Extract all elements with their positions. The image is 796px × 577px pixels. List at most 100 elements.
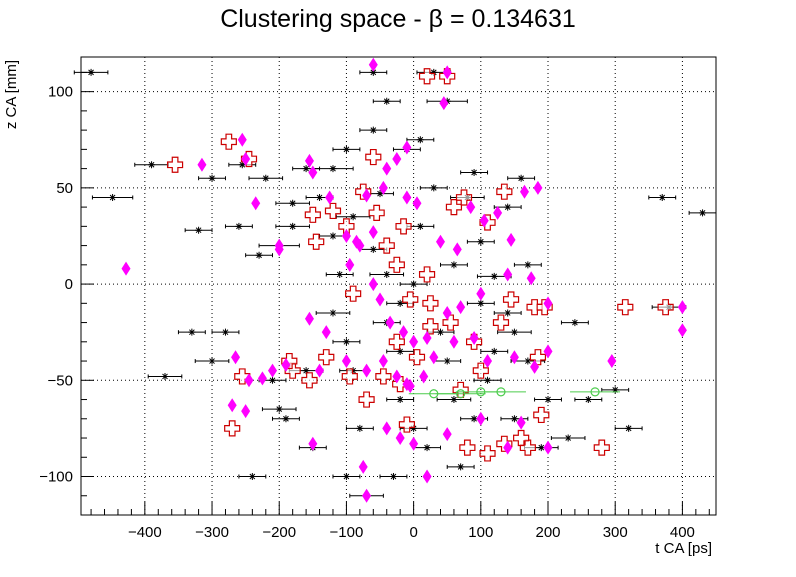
data-point-star xyxy=(109,193,117,201)
data-point-star xyxy=(289,222,297,230)
data-point-star xyxy=(658,193,666,201)
data-point-diamond xyxy=(419,369,429,384)
data-point-cross xyxy=(496,183,513,200)
data-point-diamond xyxy=(268,363,278,378)
data-point-star xyxy=(470,168,478,176)
data-point-star xyxy=(255,251,263,259)
data-point-cross xyxy=(368,204,385,221)
data-point-cross xyxy=(418,68,436,85)
data-point-star xyxy=(336,270,344,278)
data-point-diamond xyxy=(304,311,314,326)
data-point-cross xyxy=(224,420,241,437)
data-point-star xyxy=(329,309,337,317)
data-point-star xyxy=(510,415,518,423)
data-point-diamond xyxy=(392,151,402,166)
data-point-star xyxy=(383,270,391,278)
data-point-diamond xyxy=(526,271,536,286)
data-point-star xyxy=(490,272,498,280)
data-point-diamond xyxy=(251,196,261,211)
data-point-star xyxy=(342,338,350,346)
x-axis-label: t CA [ps] xyxy=(655,540,712,557)
data-point-diamond xyxy=(368,57,378,72)
data-point-diamond xyxy=(308,436,318,451)
data-point-cross xyxy=(593,439,610,456)
data-point-diamond xyxy=(519,184,529,199)
data-point-cross xyxy=(308,233,325,250)
data-point-diamond xyxy=(227,398,237,413)
data-point-star xyxy=(356,424,364,432)
ticks-layer: −400 −300 −200 −100 0 100 200 300 400 −100 −50 0 50 1… xyxy=(39,71,710,541)
data-point-diamond xyxy=(321,325,331,340)
data-point-diamond xyxy=(274,242,284,257)
data-point-cross xyxy=(422,295,439,312)
data-point-diamond xyxy=(422,469,432,484)
data-point-diamond xyxy=(237,132,247,147)
data-point-cross xyxy=(345,285,362,302)
data-point-diamond xyxy=(422,330,432,345)
data-point-diamond xyxy=(466,200,476,215)
data-point-diamond xyxy=(345,257,355,272)
data-point-star xyxy=(342,473,350,481)
x-tick-label: 400 xyxy=(670,524,695,541)
data-point-cross xyxy=(392,376,409,393)
data-point-star xyxy=(376,190,384,198)
data-point-diamond xyxy=(121,261,131,276)
data-point-diamond xyxy=(315,363,325,378)
data-point-diamond xyxy=(378,354,388,369)
data-point-star xyxy=(302,165,310,173)
data-point-cross xyxy=(472,362,489,379)
data-point-cross xyxy=(402,291,419,308)
x-tick-label: −200 xyxy=(262,524,296,541)
data-point-diamond xyxy=(399,325,409,340)
data-point-diamond xyxy=(281,357,291,372)
data-point-cross xyxy=(318,349,335,366)
data-point-cross xyxy=(513,429,530,447)
data-point-diamond xyxy=(197,157,207,172)
data-point-cross xyxy=(281,352,298,370)
data-point-diamond xyxy=(476,411,486,426)
data-point-diamond xyxy=(402,190,412,205)
data-point-diamond xyxy=(362,363,372,378)
data-point-star xyxy=(416,136,424,144)
data-point-diamond xyxy=(543,296,553,311)
data-point-diamond xyxy=(412,196,422,211)
data-point-cross xyxy=(533,406,550,424)
data-point-star xyxy=(450,261,458,269)
data-point-star xyxy=(282,415,290,423)
data-point-cross xyxy=(455,189,473,206)
x-tick-label: 300 xyxy=(603,524,628,541)
data-point-cross xyxy=(324,202,342,220)
data-point-diamond xyxy=(341,228,351,243)
data-point-diamond xyxy=(503,440,513,455)
data-point-cross xyxy=(529,349,547,366)
data-point-diamond xyxy=(677,300,687,315)
data-point-star xyxy=(208,174,216,182)
data-point-diamond xyxy=(429,350,439,365)
data-point-cross xyxy=(388,333,405,350)
data-point-diamond xyxy=(385,315,395,330)
data-point-diamond xyxy=(452,242,462,257)
data-point-star xyxy=(188,328,196,336)
x-tick-label: 100 xyxy=(468,524,493,541)
data-point-cross xyxy=(442,314,459,331)
data-point-star xyxy=(410,280,418,288)
data-point-star xyxy=(430,184,438,192)
data-point-star xyxy=(148,161,156,169)
data-point-cross xyxy=(502,291,520,308)
data-point-cross xyxy=(395,218,412,235)
data-point-diamond xyxy=(456,300,466,315)
data-point-cross xyxy=(408,349,426,366)
data-point-diamond xyxy=(533,180,543,195)
data-point-star xyxy=(238,161,246,169)
data-point-diamond xyxy=(392,369,402,384)
data-point-star xyxy=(504,203,512,211)
data-point-diamond xyxy=(325,190,335,205)
data-point-star xyxy=(369,126,377,134)
data-point-diamond xyxy=(543,440,553,455)
data-point-cross xyxy=(617,299,634,316)
data-point-diamond xyxy=(469,330,479,345)
data-point-star xyxy=(389,473,397,481)
data-point-star xyxy=(349,213,357,221)
data-point-diamond xyxy=(435,234,445,249)
